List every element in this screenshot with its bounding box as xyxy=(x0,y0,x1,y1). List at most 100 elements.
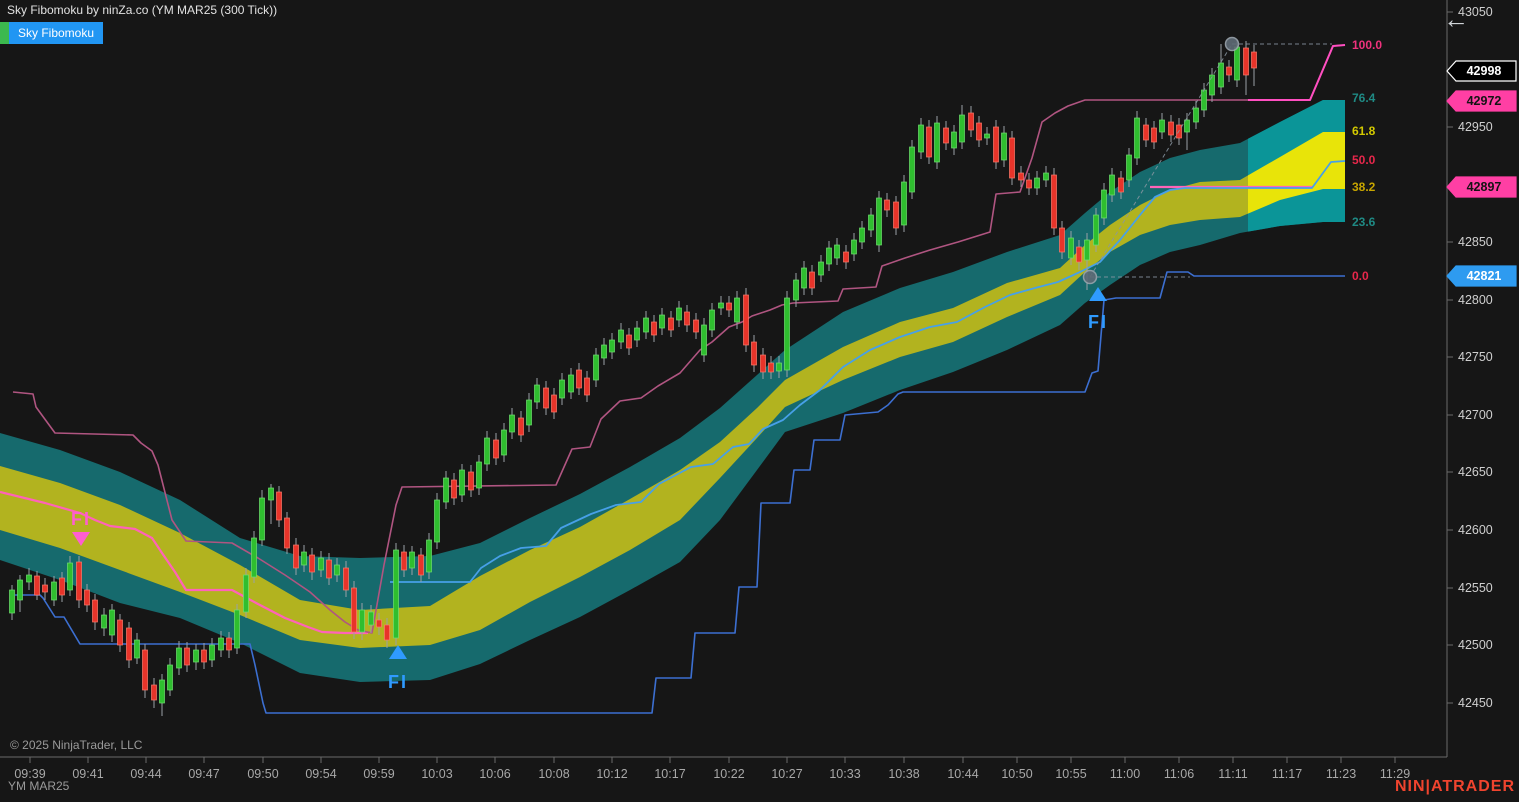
fib-level-label: 61.8 xyxy=(1352,124,1376,138)
candle xyxy=(859,221,865,249)
time-tick-label: 11:17 xyxy=(1272,767,1302,781)
candle xyxy=(1118,171,1124,199)
candle xyxy=(576,363,582,395)
candle xyxy=(1043,166,1049,187)
candle xyxy=(159,674,165,716)
candle xyxy=(926,120,932,164)
candle xyxy=(384,618,390,648)
time-tick-label: 10:03 xyxy=(421,767,452,781)
sky-fibomoku-indicator-button[interactable]: Sky Fibomoku xyxy=(9,22,103,44)
svg-text:42998: 42998 xyxy=(1467,64,1502,78)
price-marker-badge: 42821 xyxy=(1446,265,1517,287)
swing-anchor-marker xyxy=(1224,36,1240,52)
candle xyxy=(218,631,224,657)
indicator-lines-layer xyxy=(0,44,1346,714)
scroll-to-latest-arrow-icon[interactable]: ← xyxy=(1443,4,1469,34)
instrument-label: YM MAR25 xyxy=(8,779,70,793)
candle xyxy=(26,568,32,590)
time-tick-label: 11:11 xyxy=(1218,767,1247,781)
candle xyxy=(676,301,682,327)
lower-blue-fib0-line xyxy=(15,271,1345,714)
candle xyxy=(526,393,532,432)
candle xyxy=(9,585,15,620)
candle xyxy=(276,486,282,527)
candle xyxy=(776,356,782,378)
time-tick-label: 10:17 xyxy=(654,767,685,781)
candle xyxy=(1009,131,1015,185)
price-tick-label: 42500 xyxy=(1458,638,1493,652)
svg-text:42972: 42972 xyxy=(1467,94,1502,108)
candle xyxy=(893,196,899,235)
base-rose-line xyxy=(12,44,1346,634)
cloud-teal-band xyxy=(0,100,1345,682)
candle xyxy=(1193,101,1199,129)
candle xyxy=(768,356,774,379)
candle xyxy=(643,311,649,339)
candle xyxy=(1126,148,1132,187)
candle xyxy=(117,614,123,652)
candle xyxy=(359,603,365,640)
candle xyxy=(593,348,599,387)
candle xyxy=(909,140,915,199)
candle xyxy=(226,632,232,658)
candle xyxy=(901,175,907,232)
candle xyxy=(484,431,490,471)
time-tick-label: 11:06 xyxy=(1164,767,1194,781)
fib-cloud-layer xyxy=(0,100,1345,682)
candle xyxy=(884,193,890,217)
candle xyxy=(1093,208,1099,252)
candle xyxy=(59,572,65,602)
price-axis[interactable]: 43050 42950 42850 42800 42750 42700 42650 42600… xyxy=(1446,0,1517,757)
candle xyxy=(718,296,724,315)
candle xyxy=(1251,45,1257,86)
time-tick-label: 09:41 xyxy=(72,767,103,781)
candle xyxy=(951,125,957,155)
candle xyxy=(1001,126,1007,167)
candle xyxy=(234,604,240,654)
time-tick-label: 10:12 xyxy=(596,767,627,781)
fib-anchor-layer xyxy=(1082,36,1332,285)
price-tick-label: 42800 xyxy=(1458,293,1493,307)
candle xyxy=(934,116,940,169)
candle xyxy=(476,455,482,495)
fib-level-label: 50.0 xyxy=(1352,153,1376,167)
candle xyxy=(326,553,332,585)
candle xyxy=(809,265,815,295)
candle xyxy=(868,208,874,237)
candle xyxy=(801,261,807,295)
candle xyxy=(142,644,148,698)
price-tick-label: 42550 xyxy=(1458,581,1493,595)
candle xyxy=(1101,183,1107,225)
candle xyxy=(493,433,499,465)
inner-blue-fib50-line xyxy=(390,160,1346,583)
svg-text:42821: 42821 xyxy=(1467,269,1502,283)
candle xyxy=(334,558,340,582)
price-marker-badge: 42998 xyxy=(1446,60,1517,82)
fi-short-signal: FI xyxy=(71,509,90,546)
candle xyxy=(351,581,357,639)
candle xyxy=(184,642,190,672)
time-tick-label: 10:44 xyxy=(947,767,978,781)
candle xyxy=(976,116,982,147)
candle xyxy=(501,423,507,462)
candle xyxy=(284,512,290,554)
svg-text:FI: FI xyxy=(1088,312,1108,332)
swing-anchor-marker xyxy=(1082,269,1098,285)
copyright-text: © 2025 NinjaTrader, LLC xyxy=(10,738,143,752)
candle xyxy=(167,658,173,696)
time-tick-label: 10:08 xyxy=(538,767,569,781)
candle xyxy=(1109,168,1115,202)
candle xyxy=(1068,231,1074,265)
candle xyxy=(534,378,540,409)
candle xyxy=(943,121,949,150)
candle xyxy=(876,191,882,252)
time-axis[interactable]: 09:39 09:41 09:44 09:47 09:50 09:54 09:59 10:03… xyxy=(0,756,1447,781)
candle xyxy=(709,303,715,337)
candle xyxy=(551,388,557,419)
candle xyxy=(993,120,999,169)
price-tick-label: 42650 xyxy=(1458,465,1493,479)
time-tick-label: 09:39 xyxy=(14,767,45,781)
price-tick-label: 42600 xyxy=(1458,523,1493,537)
